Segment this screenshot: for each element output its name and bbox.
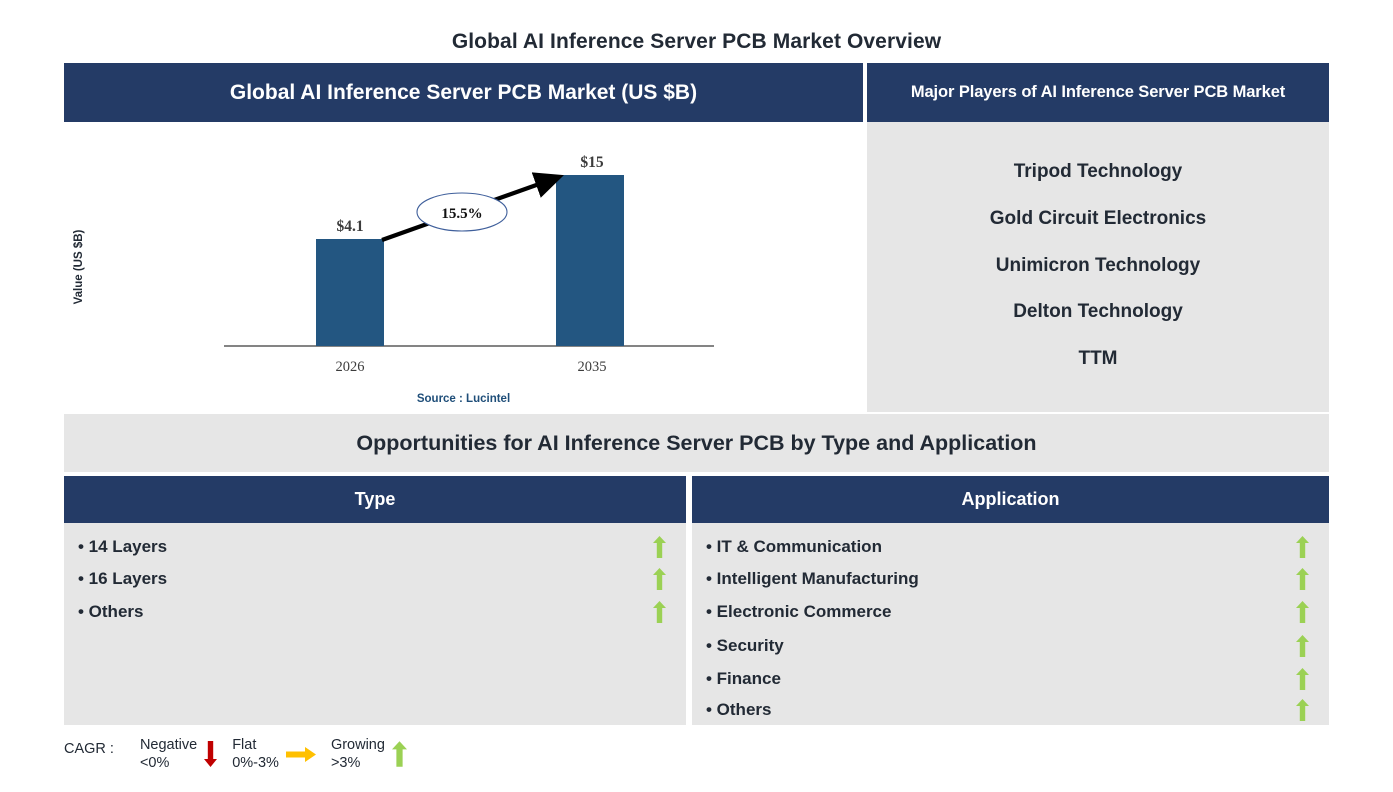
- cagr-legend-item-growing: Growing >3%: [331, 736, 414, 772]
- cagr-callout-label: 15.5%: [441, 206, 482, 222]
- type-row-label: • 16 Layers: [78, 568, 168, 588]
- arrow-up-green-icon: [1296, 667, 1309, 690]
- market-chart-header-label: Global AI Inference Server PCB Market (U…: [229, 80, 698, 104]
- type-row: • Others: [64, 595, 686, 628]
- bar-2026: [316, 239, 384, 346]
- x-tick-2035: 2035: [578, 359, 607, 375]
- opportunities-banner: Opportunities for AI Inference Server PC…: [64, 414, 1329, 472]
- arrow-up-green-icon: [1296, 698, 1309, 721]
- type-table-body: • 14 Layers • 16 Layers • Others: [64, 523, 686, 725]
- bar-label-2035: $15: [580, 154, 604, 171]
- player-item: Tripod Technology: [1013, 160, 1183, 182]
- bar-2035: [556, 175, 624, 346]
- type-table-header-label: Type: [354, 489, 396, 509]
- application-row-label: • Security: [706, 635, 784, 655]
- application-row: • Finance: [692, 663, 1329, 694]
- application-table: Application • IT & Communication • Intel…: [692, 476, 1329, 725]
- type-table: Type • 14 Layers • 16 Layers • Others: [64, 476, 686, 725]
- arrow-up-green-icon: [1296, 600, 1309, 623]
- cagr-legend-item-flat: Flat 0%-3%: [232, 736, 323, 772]
- arrow-up-green-icon: [1296, 535, 1309, 558]
- cagr-flat-range: 0%-3%: [232, 755, 279, 772]
- application-row: • Intelligent Manufacturing: [692, 562, 1329, 595]
- arrow-up-green-icon: [653, 535, 666, 558]
- player-item: Gold Circuit Electronics: [989, 207, 1207, 229]
- application-row: • Security: [692, 628, 1329, 663]
- application-row-label: • Others: [706, 699, 772, 719]
- arrow-down-red-icon: [204, 741, 218, 767]
- major-players-header: Major Players of AI Inference Server PCB…: [867, 63, 1329, 122]
- cagr-negative-icon-slot: [197, 736, 224, 770]
- cagr-negative-name: Negative: [139, 737, 198, 753]
- type-row: • 14 Layers: [64, 531, 686, 562]
- arrow-right-yellow-icon: [285, 746, 316, 762]
- arrow-up-green-icon: [391, 741, 407, 767]
- application-row-label: • IT & Communication: [706, 536, 882, 556]
- application-row: • Electronic Commerce: [692, 595, 1329, 628]
- cagr-flat-text: Flat 0%-3%: [232, 736, 279, 772]
- cagr-legend-title: CAGR :: [64, 741, 114, 757]
- y-axis-title: Value (US $B): [73, 229, 85, 304]
- application-table-body: • IT & Communication • Intelligent Manuf…: [692, 523, 1329, 725]
- bar-label-2026: $4.1: [336, 218, 363, 235]
- arrow-up-green-icon: [653, 600, 666, 623]
- market-bar-chart: Value (US $B) $4.1 $15 2026 2035 15.5: [73, 154, 714, 375]
- cagr-legend: CAGR : Negative <0% Flat 0%-3%: [64, 736, 564, 786]
- cagr-negative-text: Negative <0%: [140, 736, 197, 772]
- application-row: • Others: [692, 694, 1329, 725]
- cagr-flat-icon-slot: [279, 736, 323, 770]
- application-table-header-label: Application: [961, 489, 1060, 509]
- major-players-panel: Tripod Technology Gold Circuit Electroni…: [867, 122, 1329, 412]
- application-row-label: • Intelligent Manufacturing: [706, 568, 919, 588]
- player-item: Delton Technology: [1013, 301, 1183, 323]
- type-row-label: • Others: [78, 601, 144, 621]
- page-title: Global AI Inference Server PCB Market Ov…: [451, 30, 942, 53]
- bar-chart-panel: Value (US $B) $4.1 $15 2026 2035 15.5: [64, 122, 863, 412]
- type-table-header: Type: [64, 476, 686, 523]
- cagr-growing-icon-slot: [385, 736, 414, 770]
- cagr-legend-item-negative: Negative <0%: [140, 736, 224, 772]
- cagr-growing-text: Growing >3%: [331, 736, 385, 772]
- player-item: TTM: [1078, 348, 1118, 370]
- cagr-growing-range: >3%: [330, 755, 361, 772]
- application-row-label: • Electronic Commerce: [706, 601, 892, 621]
- arrow-up-green-icon: [1296, 634, 1309, 657]
- application-row: • IT & Communication: [692, 531, 1329, 562]
- arrow-up-green-icon: [1296, 567, 1309, 590]
- source-note: Source : Lucintel: [416, 393, 511, 405]
- cagr-negative-range: <0%: [139, 755, 170, 772]
- application-row-label: • Finance: [706, 668, 781, 688]
- market-chart-header: Global AI Inference Server PCB Market (U…: [64, 63, 863, 122]
- application-table-header: Application: [692, 476, 1329, 523]
- type-row: • 16 Layers: [64, 562, 686, 595]
- major-players-header-label: Major Players of AI Inference Server PCB…: [910, 83, 1286, 101]
- type-row-label: • 14 Layers: [78, 536, 168, 556]
- arrow-up-green-icon: [653, 567, 666, 590]
- opportunities-banner-label: Opportunities for AI Inference Server PC…: [356, 430, 1037, 455]
- cagr-callout-ellipse: [416, 192, 508, 232]
- x-tick-2026: 2026: [336, 359, 365, 375]
- player-item: Unimicron Technology: [995, 254, 1201, 276]
- cagr-growing-name: Growing: [330, 737, 385, 753]
- cagr-flat-name: Flat: [232, 737, 257, 753]
